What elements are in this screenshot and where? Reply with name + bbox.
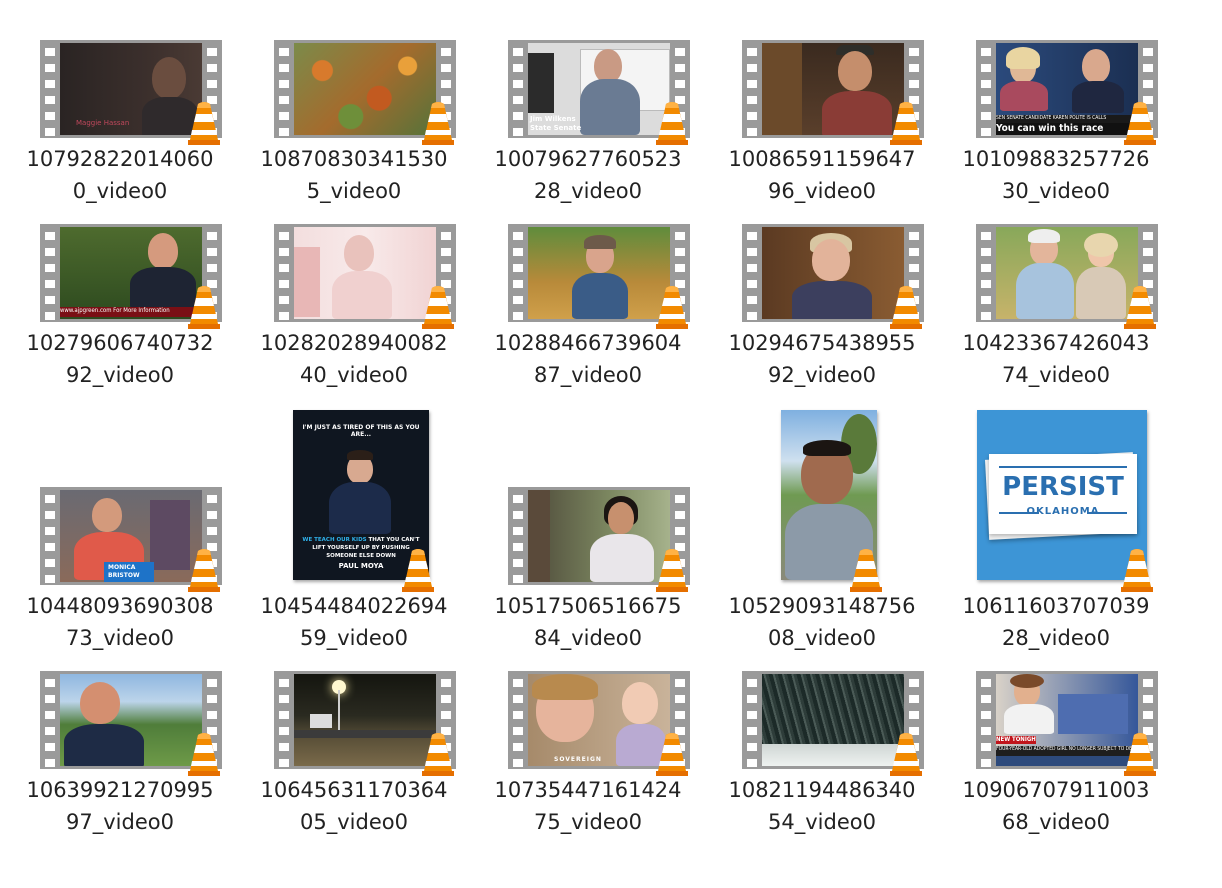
- file-name: 10906707911003 68_video0: [962, 778, 1150, 834]
- video-file[interactable]: 10288466739604 87_video0: [471, 184, 705, 394]
- vlc-cone-icon: [1122, 731, 1158, 777]
- file-name: 10529093148756 08_video0: [728, 594, 916, 650]
- vlc-cone-icon: [888, 731, 924, 777]
- video-file[interactable]: SEN SENATE CANDIDATE KAREN POLITE IS CAL…: [939, 0, 1173, 210]
- file-name: 10645631170364 05_video0: [260, 778, 448, 834]
- file-name: 10870830341530 5_video0: [260, 147, 448, 203]
- thumb-caption: State Senate: [530, 124, 582, 132]
- video-thumbnail: [274, 224, 456, 322]
- file-name: 10735447161424 75_video0: [494, 778, 682, 834]
- vlc-cone-icon: [1122, 100, 1158, 146]
- thumb-caption: WE TEACH OUR KIDS THAT YOU CAN'T LIFT YO…: [302, 537, 420, 559]
- video-file[interactable]: Maggie Hassan 10792822014060 0_video0: [3, 0, 237, 210]
- thumb-caption: Maggie Hassan: [76, 119, 130, 127]
- file-name: 10282028940082 40_video0: [260, 331, 448, 387]
- thumb-logo: PAUL MOYA: [338, 562, 384, 570]
- thumb-caption: SEN SENATE CANDIDATE KAREN POLITE IS CAL…: [996, 115, 1138, 123]
- vlc-cone-icon: [1119, 547, 1155, 593]
- video-file[interactable]: 10086591159647 96_video0: [705, 0, 939, 210]
- video-thumbnail: [274, 40, 456, 138]
- file-name: 10448093690308 73_video0: [26, 594, 214, 650]
- video-file[interactable]: 10821194486340 54_video0: [705, 631, 939, 841]
- video-thumbnail: [40, 671, 222, 769]
- file-name: 10792822014060 0_video0: [26, 147, 214, 203]
- vlc-cone-icon: [654, 284, 690, 330]
- video-file[interactable]: 10282028940082 40_video0: [237, 184, 471, 394]
- vlc-cone-icon: [420, 284, 456, 330]
- video-file[interactable]: 10529093148756 08_video0: [705, 410, 939, 657]
- video-thumbnail: Jim Wilkens State Senate: [508, 40, 690, 138]
- video-thumbnail: SOVEREIGN: [508, 671, 690, 769]
- video-file[interactable]: MONICA BRISTOW 10448093690308 73_video0: [3, 447, 237, 657]
- file-name: 10279606740732 92_video0: [26, 331, 214, 387]
- vlc-cone-icon: [186, 547, 222, 593]
- file-name: 10079627760523 28_video0: [494, 147, 682, 203]
- file-name: 10294675438955 92_video0: [728, 331, 916, 387]
- video-thumbnail: www.ajpgreen.com For More Information: [40, 224, 222, 322]
- video-file[interactable]: I'M JUST AS TIRED OF THIS AS YOU ARE... …: [237, 410, 471, 657]
- video-thumbnail: PERSIST OKLAHOMA: [977, 410, 1147, 580]
- video-file[interactable]: NEW TONIGHT FOUR-YEAR-OLD ADOPTED GIRL N…: [939, 631, 1173, 841]
- video-file[interactable]: SOVEREIGN 10735447161424 75_video0: [471, 631, 705, 841]
- thumb-caption: SOVEREIGN: [554, 756, 602, 763]
- file-name: 10423367426043 74_video0: [962, 331, 1150, 387]
- file-name: 10611603707039 28_video0: [962, 594, 1150, 650]
- file-name: 10639921270995 97_video0: [26, 778, 214, 834]
- file-name: 10288466739604 87_video0: [494, 331, 682, 387]
- thumb-caption: NEW TONIGHT: [996, 736, 1036, 744]
- video-file[interactable]: 10639921270995 97_video0: [3, 631, 237, 841]
- video-file[interactable]: www.ajpgreen.com For More Information 10…: [3, 184, 237, 394]
- video-file[interactable]: 10870830341530 5_video0: [237, 0, 471, 210]
- video-thumbnail: Maggie Hassan: [40, 40, 222, 138]
- vlc-cone-icon: [1122, 284, 1158, 330]
- vlc-cone-icon: [848, 547, 884, 593]
- video-file[interactable]: PERSIST OKLAHOMA 10611603707039 28_video0: [939, 410, 1173, 657]
- vlc-cone-icon: [186, 284, 222, 330]
- vlc-cone-icon: [654, 100, 690, 146]
- vlc-cone-icon: [186, 731, 222, 777]
- vlc-cone-icon: [186, 100, 222, 146]
- video-file[interactable]: Jim Wilkens State Senate 10079627760523 2…: [471, 0, 705, 210]
- vlc-cone-icon: [420, 100, 456, 146]
- thumb-title: PERSIST: [1002, 472, 1124, 502]
- video-thumbnail: SEN SENATE CANDIDATE KAREN POLITE IS CAL…: [976, 40, 1158, 138]
- vlc-cone-icon: [420, 731, 456, 777]
- video-thumbnail: [508, 224, 690, 322]
- thumb-caption: www.ajpgreen.com For More Information: [60, 307, 202, 317]
- vlc-cone-icon: [888, 100, 924, 146]
- vlc-cone-icon: [400, 547, 436, 593]
- thumb-caption: You can win this race: [996, 123, 1138, 135]
- vlc-cone-icon: [654, 547, 690, 593]
- vlc-cone-icon: [654, 731, 690, 777]
- video-thumbnail: MONICA BRISTOW: [40, 487, 222, 585]
- thumb-subtitle: OKLAHOMA: [1026, 506, 1100, 517]
- video-file[interactable]: 10294675438955 92_video0: [705, 184, 939, 394]
- vlc-cone-icon: [888, 284, 924, 330]
- video-thumbnail: [976, 224, 1158, 322]
- video-file[interactable]: 10517506516675 84_video0: [471, 447, 705, 657]
- video-thumbnail: I'M JUST AS TIRED OF THIS AS YOU ARE... …: [293, 410, 429, 580]
- file-name: 10517506516675 84_video0: [494, 594, 682, 650]
- video-thumbnail: NEW TONIGHT FOUR-YEAR-OLD ADOPTED GIRL N…: [976, 671, 1158, 769]
- video-thumbnail: [274, 671, 456, 769]
- video-thumbnail: [742, 40, 924, 138]
- file-name: 10454484022694 59_video0: [260, 594, 448, 650]
- video-thumbnail: [742, 224, 924, 322]
- file-name: 10109883257726 30_video0: [962, 147, 1150, 203]
- video-file[interactable]: 10645631170364 05_video0: [237, 631, 471, 841]
- file-name: 10821194486340 54_video0: [728, 778, 916, 834]
- thumb-caption: Jim Wilkens: [530, 115, 576, 123]
- thumb-caption: MONICA BRISTOW: [104, 562, 154, 582]
- video-file[interactable]: 10423367426043 74_video0: [939, 184, 1173, 394]
- thumb-caption: FOUR-YEAR-OLD ADOPTED GIRL NO LONGER SUB…: [996, 746, 1138, 756]
- thumb-caption: I'M JUST AS TIRED OF THIS AS YOU ARE...: [302, 424, 420, 438]
- file-name: 10086591159647 96_video0: [728, 147, 916, 203]
